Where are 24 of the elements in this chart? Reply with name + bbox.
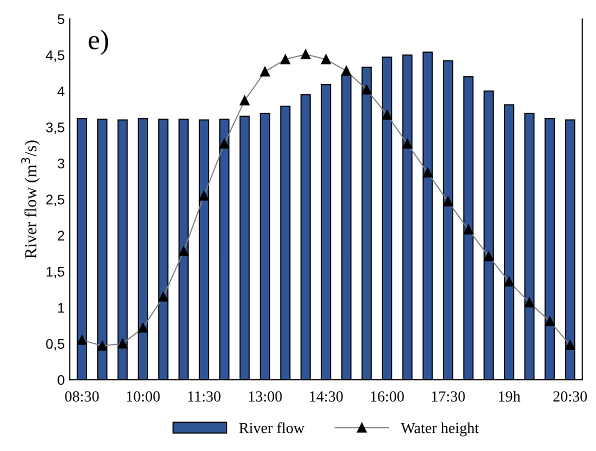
y-tick-label: 4,5 [46,50,64,62]
y-tick-label: 3,5 [46,122,64,134]
x-tick-label: 11:30 [188,391,221,402]
x-tick-label: 14:30 [310,391,343,402]
legend-label: River flow [239,422,304,434]
y-tick-label: 0,5 [46,338,64,350]
y-tick-label: 0 [58,375,64,385]
y-tick-label: 2 [58,230,64,240]
y-tick-label: 4 [57,86,64,96]
y-tick-label: 2,5 [46,194,64,206]
y-tick-label: 3 [58,158,64,168]
y-axis-title: River flow (m$^{3}$/s) [21,140,40,258]
x-tick-label: 17:30 [432,391,465,402]
x-tick-label: 08:30 [65,391,99,402]
x-tick-label: 13:00 [248,391,282,402]
y-tick-label: 1 [58,303,64,313]
x-tick-label: 20:30 [553,391,587,402]
chart-title: e) [88,30,108,55]
legend-label: Water height [400,422,479,436]
y-tick-label: 1,5 [46,266,64,278]
x-tick-label: 16:00 [370,391,404,402]
y-tick-label: 5 [58,14,64,24]
x-tick-label: 10:00 [126,391,160,402]
x-tick-label: 19h [498,390,520,402]
